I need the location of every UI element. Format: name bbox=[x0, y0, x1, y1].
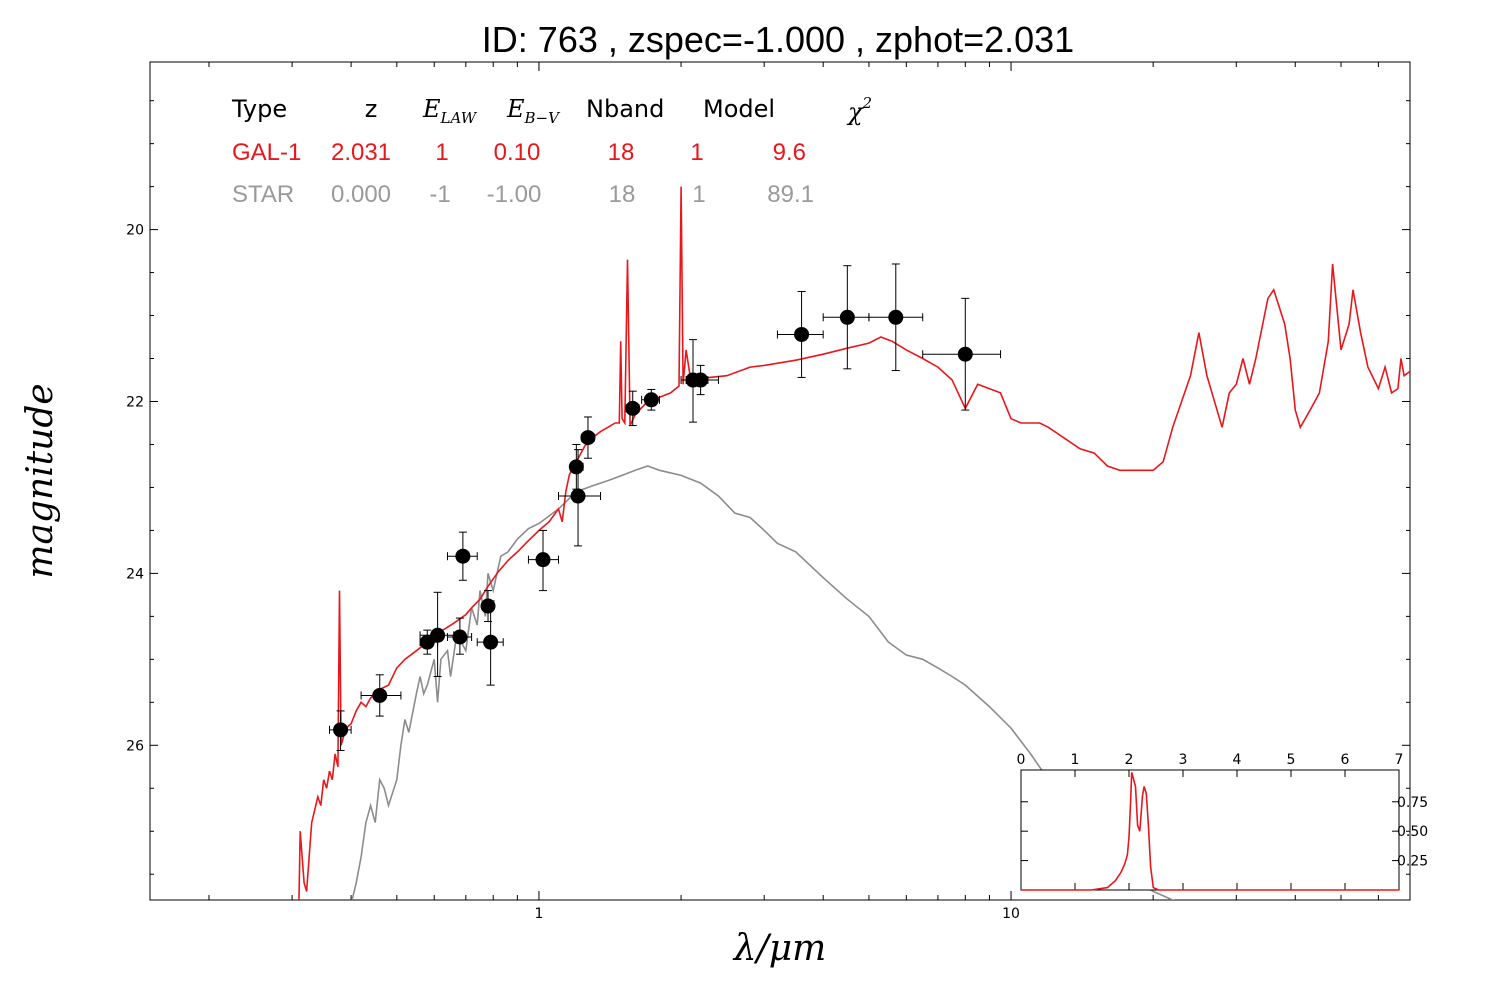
photometry-point bbox=[641, 388, 660, 411]
y-tick-labels: 20 22 24 26 bbox=[126, 223, 144, 755]
redshift-pdf-curve bbox=[1021, 772, 1399, 891]
table-row-galaxy: GAL-1 2.031 1 0.10 18 1 9.6 bbox=[232, 139, 806, 166]
inset-x-tick-label: 1 bbox=[1071, 752, 1080, 768]
y-tick-label: 24 bbox=[126, 566, 144, 582]
star-template-curve bbox=[351, 465, 1175, 900]
header-elaw-sub: LAW bbox=[440, 109, 478, 127]
photometry-marker bbox=[957, 346, 973, 362]
header-model: Model bbox=[703, 95, 775, 123]
photometry-marker bbox=[580, 430, 596, 446]
inset-y-tick-label: 0.75 bbox=[1397, 795, 1428, 811]
y-axis-label: magnitude bbox=[20, 383, 61, 578]
photometry-marker bbox=[643, 392, 659, 408]
header-chi-sup: 2 bbox=[862, 94, 873, 112]
photometry-point bbox=[446, 531, 478, 581]
header-chi-base: χ bbox=[846, 98, 864, 126]
photometry-point bbox=[527, 529, 559, 592]
inset-ticks bbox=[1020, 770, 1400, 890]
table-row-star: STAR 0.000 -1 -1.00 18 1 89.1 bbox=[232, 181, 814, 208]
photometry-point bbox=[360, 674, 402, 717]
gal-z: 2.031 bbox=[331, 139, 391, 166]
photometry-point bbox=[922, 297, 1002, 411]
photometry-marker bbox=[430, 627, 446, 643]
star-type: STAR bbox=[232, 181, 294, 208]
photometry-point bbox=[557, 449, 601, 547]
photometry-marker bbox=[452, 629, 468, 645]
header-z: z bbox=[365, 95, 378, 123]
plot-frame bbox=[149, 61, 1411, 901]
inset-x-tick-label: 2 bbox=[1125, 752, 1134, 768]
photometry-point bbox=[580, 416, 596, 459]
photometry-point bbox=[685, 364, 719, 396]
photometry-marker bbox=[535, 552, 551, 568]
header-ebv-sub: B−V bbox=[524, 109, 562, 127]
photometry-marker bbox=[625, 400, 641, 416]
axis-ticks bbox=[150, 62, 1411, 900]
photometry-marker bbox=[794, 326, 810, 342]
photometry-point bbox=[625, 390, 641, 427]
photometry-marker bbox=[372, 687, 388, 703]
x-axis-label: λ/μm bbox=[732, 928, 826, 969]
photometry-point bbox=[476, 600, 504, 686]
star-nband: 18 bbox=[609, 181, 636, 208]
y-tick-label: 20 bbox=[126, 223, 144, 239]
photometry-point bbox=[328, 710, 352, 751]
inset-y-tick-labels: 0.25 0.50 0.75 bbox=[1397, 795, 1428, 870]
photometry-point bbox=[446, 617, 473, 655]
star-chi2: 89.1 bbox=[767, 181, 814, 208]
y-tick-label: 26 bbox=[126, 738, 144, 754]
gal-chi2: 9.6 bbox=[773, 139, 806, 166]
photometry-marker bbox=[568, 459, 584, 475]
star-ebv: -1.00 bbox=[487, 181, 542, 208]
inset-x-tick-label: 5 bbox=[1287, 752, 1296, 768]
inset-x-tick-label: 0 bbox=[1017, 752, 1026, 768]
photometry-marker bbox=[570, 488, 586, 504]
photometry-marker bbox=[839, 309, 855, 325]
x-tick-label: 10 bbox=[1002, 906, 1020, 922]
x-tick-labels: 1 10 bbox=[534, 906, 1019, 922]
fit-summary-table: Type z ELAW EB−V Nband Model χ2 GAL-1 2.… bbox=[231, 94, 872, 208]
star-model: 1 bbox=[692, 181, 705, 208]
header-ebv-base: E bbox=[506, 95, 525, 123]
photometry-point bbox=[776, 290, 824, 378]
header-elaw: ELAW bbox=[422, 95, 478, 127]
gal-model: 1 bbox=[690, 139, 703, 166]
photometry-point bbox=[822, 265, 870, 370]
photometry-points bbox=[328, 263, 1002, 751]
header-nband: Nband bbox=[586, 95, 664, 123]
inset-x-tick-labels: 0 1 2 3 4 5 6 7 bbox=[1017, 752, 1404, 768]
photometry-marker bbox=[888, 309, 904, 325]
gal-type: GAL-1 bbox=[232, 139, 301, 166]
inset-x-tick-label: 6 bbox=[1341, 752, 1350, 768]
inset-x-tick-label: 3 bbox=[1179, 752, 1188, 768]
photometry-point bbox=[419, 591, 455, 678]
photometry-point bbox=[480, 590, 496, 623]
x-tick-label: 1 bbox=[534, 906, 543, 922]
header-type: Type bbox=[231, 95, 287, 123]
photometry-marker bbox=[480, 598, 496, 614]
star-z: 0.000 bbox=[331, 181, 391, 208]
gal-elaw: 1 bbox=[435, 139, 448, 166]
gal-nband: 18 bbox=[608, 139, 635, 166]
photometry-point bbox=[868, 263, 924, 372]
photometry-marker bbox=[483, 634, 499, 650]
inset-x-tick-label: 4 bbox=[1233, 752, 1242, 768]
gal-ebv: 0.10 bbox=[494, 139, 541, 166]
header-elaw-base: E bbox=[422, 95, 441, 123]
y-tick-label: 22 bbox=[126, 394, 144, 410]
photometry-point bbox=[568, 443, 584, 490]
inset-frame bbox=[1020, 769, 1400, 891]
star-elaw: -1 bbox=[429, 181, 450, 208]
redshift-pdf-inset: 0 1 2 3 4 5 6 7 0.25 0.50 0.75 bbox=[1017, 752, 1428, 891]
photometry-marker bbox=[455, 548, 471, 564]
chart-title: ID: 763 , zspec=-1.000 , zphot=2.031 bbox=[482, 19, 1074, 60]
inset-y-tick-label: 0.50 bbox=[1397, 824, 1428, 840]
header-ebv: EB−V bbox=[506, 95, 561, 127]
photometry-marker bbox=[333, 722, 349, 738]
inset-y-tick-label: 0.25 bbox=[1397, 854, 1428, 870]
header-chi2: χ2 bbox=[846, 94, 872, 126]
photometry-marker bbox=[693, 372, 709, 388]
inset-x-tick-label: 7 bbox=[1395, 752, 1404, 768]
